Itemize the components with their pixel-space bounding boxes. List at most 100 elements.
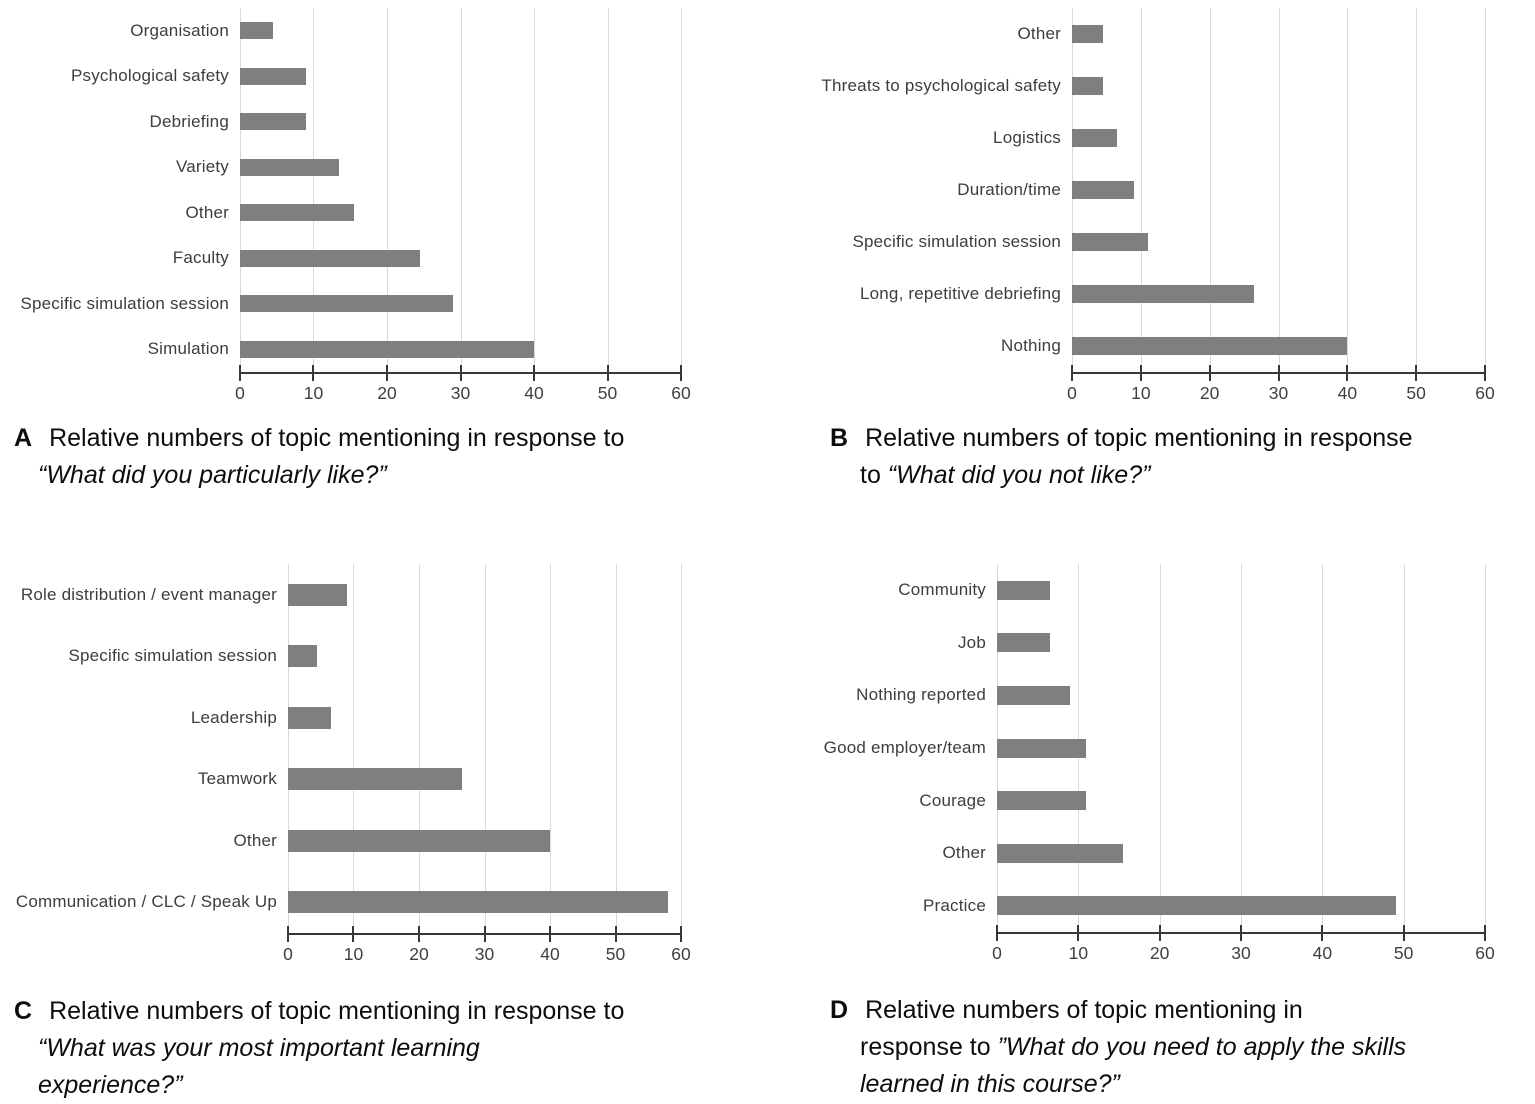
- gridlines: [288, 564, 682, 933]
- tick-mark: [1277, 365, 1280, 381]
- category-label: Practice: [922, 895, 986, 915]
- tick-mark: [1415, 365, 1418, 381]
- tick-mark: [680, 926, 682, 942]
- caption-text: response to: [860, 1033, 998, 1062]
- tick-label: 40: [1337, 383, 1358, 403]
- category-label: Specific simulation session: [852, 232, 1061, 251]
- caption-text: Relative numbers of topic mentioning in …: [865, 424, 1413, 452]
- tick-label: 30: [1231, 943, 1251, 964]
- bar: [1072, 77, 1103, 95]
- bar-row: [1072, 60, 1485, 112]
- bar-row: [240, 281, 681, 327]
- bar-row: [1072, 112, 1485, 164]
- bar: [997, 896, 1396, 916]
- axis-spacer: [775, 372, 1072, 406]
- gridline: [1159, 564, 1161, 933]
- axis-spacer: [0, 372, 240, 406]
- gridline: [1209, 8, 1211, 372]
- bar: [240, 295, 454, 313]
- gridline: [386, 8, 388, 372]
- category-labels: Organisation Psychological safety Debriefi…: [0, 8, 240, 372]
- category-labels: Role distribution / event manager Specifi…: [0, 564, 288, 933]
- bar: [997, 580, 1050, 600]
- caption-letter: C: [14, 997, 33, 1025]
- plot-area: [997, 564, 1486, 933]
- bar: [288, 706, 331, 729]
- caption-text: “What did you not like?”: [887, 461, 1151, 489]
- caption-letter: A: [14, 424, 33, 452]
- bar-row: [997, 722, 1485, 775]
- gridlines: [240, 8, 682, 372]
- tick-mark: [417, 926, 420, 942]
- tick-mark: [483, 926, 486, 942]
- tick-mark: [606, 365, 609, 381]
- tick-mark: [1402, 925, 1405, 942]
- tick-mark: [352, 926, 355, 942]
- category-label: Nothing: [1001, 336, 1061, 355]
- category-label: Job: [957, 632, 986, 652]
- category-label: Logistics: [993, 128, 1061, 147]
- gridline: [681, 564, 682, 933]
- bar-row: [997, 880, 1485, 933]
- x-axis: 0 10 20 30 40 50 60: [775, 925, 1495, 966]
- tick-label: 0: [283, 944, 293, 964]
- gridline: [353, 564, 355, 933]
- bar-row: [1072, 164, 1485, 216]
- caption-text: Relative numbers of topic mentioning in …: [49, 424, 625, 452]
- caption-letter: D: [830, 996, 849, 1025]
- category-label: Community: [898, 580, 986, 600]
- bar-chart-d: Community Job Nothing reported Good employe…: [775, 564, 1486, 933]
- bar-row: [997, 564, 1485, 617]
- caption-line: to “What did you not like?”: [860, 457, 1485, 494]
- tick-label: 50: [1393, 943, 1414, 964]
- tick-mark: [996, 925, 998, 942]
- tick-label: 60: [1475, 383, 1495, 403]
- bar: [1072, 233, 1148, 251]
- gridline: [460, 8, 462, 372]
- tick-label: 60: [1475, 943, 1495, 964]
- caption-a: A Relative numbers of topic mentioning in…: [0, 420, 681, 494]
- category-labels: Other Threats to psychological safety Logi…: [775, 8, 1072, 372]
- bar: [1072, 129, 1117, 147]
- caption-c: C Relative numbers of topic mentioning in…: [0, 993, 681, 1104]
- axis-line: 0 10 20 30 40 50 60: [235, 365, 691, 406]
- caption-b: B Relative numbers of topic mentioning in…: [775, 420, 1485, 494]
- tick-label: 30: [450, 383, 471, 403]
- x-axis: 0 10 20 30 40 50 60: [0, 926, 691, 967]
- caption-line: C Relative numbers of topic mentioning in…: [14, 993, 681, 1030]
- category-label: Duration/time: [957, 180, 1061, 199]
- tick-mark: [1240, 925, 1242, 942]
- plot-area: [240, 8, 682, 373]
- gridline: [533, 8, 535, 372]
- bar-row: [1072, 8, 1485, 60]
- axis-line: 0 10 20 30 40 50 60: [283, 926, 691, 967]
- bar-row: [240, 54, 681, 100]
- tick-mark: [614, 926, 617, 942]
- x-axis: 0 10 20 30 40 50 60: [0, 365, 691, 406]
- tick-label: 50: [605, 944, 626, 964]
- caption-text: Relative numbers of topic mentioning in …: [49, 997, 625, 1025]
- tick-label: 20: [377, 383, 397, 403]
- category-label: Faculty: [172, 248, 229, 268]
- tick-mark: [1139, 365, 1142, 381]
- bar-row: [997, 669, 1485, 722]
- tick-label: 50: [597, 383, 618, 403]
- tick-label: 20: [1149, 943, 1170, 964]
- tick-label: 50: [1406, 383, 1426, 403]
- tick-label: 10: [343, 944, 364, 964]
- tick-label: 40: [540, 944, 560, 964]
- gridline: [1278, 8, 1280, 372]
- category-label: Psychological safety: [70, 66, 229, 86]
- bar: [240, 340, 534, 358]
- bar-row: [240, 327, 681, 373]
- category-label: Specific simulation session: [68, 646, 277, 666]
- panel-a: Organisation Psychological safety Debriefi…: [0, 0, 767, 552]
- category-label: Simulation: [147, 339, 229, 359]
- tick-mark: [1208, 365, 1211, 381]
- axis-spacer: [775, 932, 997, 966]
- bar: [1072, 337, 1348, 355]
- tick-label: 0: [992, 943, 1002, 964]
- bar-row: [1072, 216, 1485, 268]
- caption-text: experience?”: [38, 1071, 183, 1099]
